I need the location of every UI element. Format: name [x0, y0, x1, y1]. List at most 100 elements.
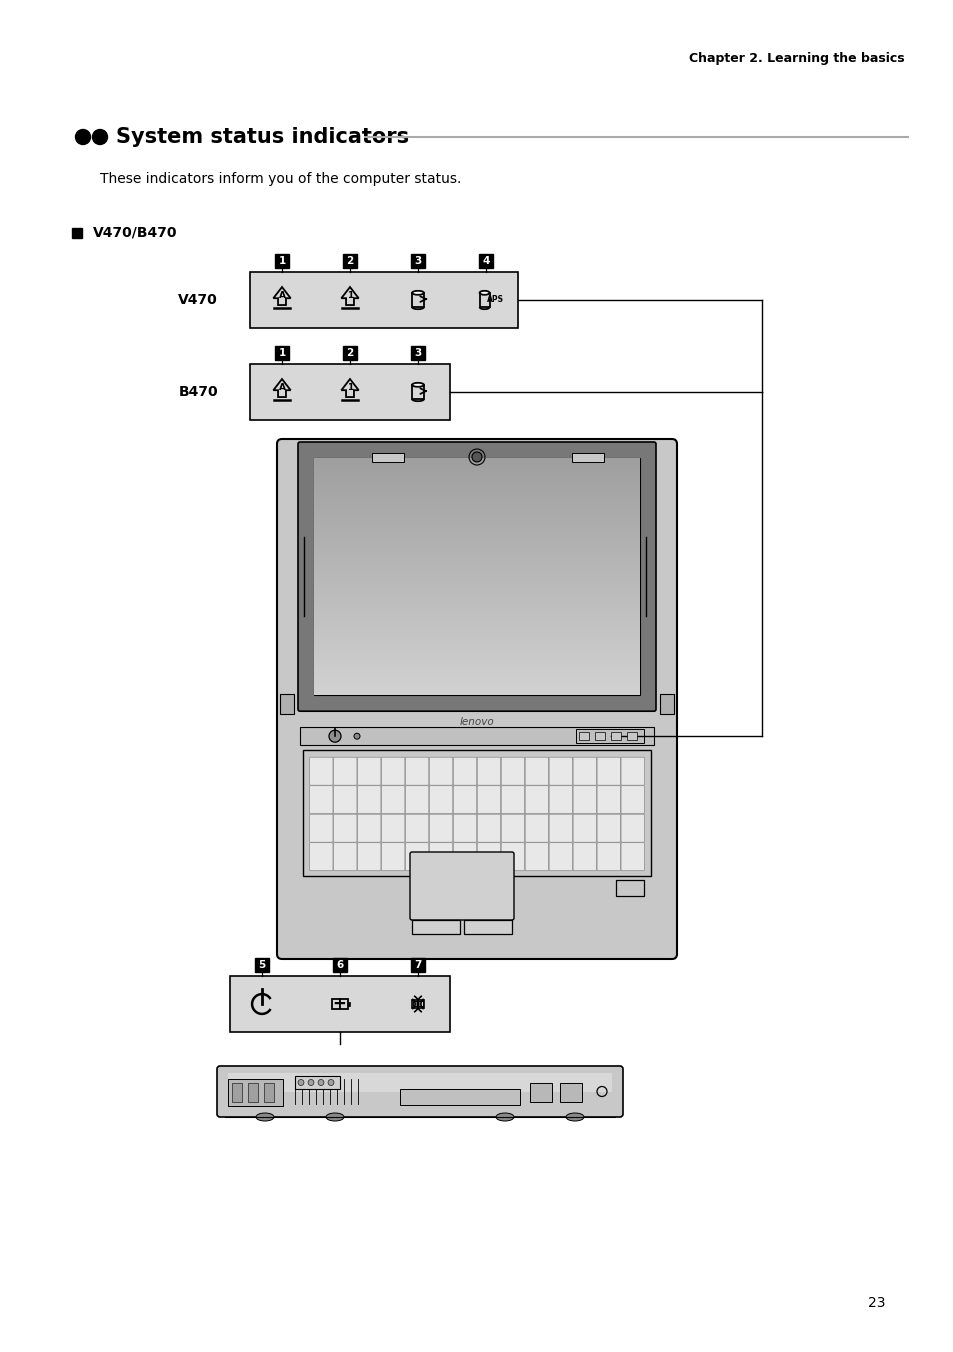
Bar: [314, 529, 639, 530]
FancyBboxPatch shape: [405, 814, 428, 842]
Bar: [314, 483, 639, 484]
Bar: [314, 595, 639, 596]
Bar: [314, 603, 639, 604]
Bar: [228, 1079, 283, 1106]
FancyBboxPatch shape: [429, 814, 453, 842]
Bar: [314, 504, 639, 506]
Bar: [314, 534, 639, 537]
FancyBboxPatch shape: [500, 842, 524, 871]
Bar: [314, 602, 639, 603]
Text: 3: 3: [414, 256, 421, 266]
Bar: [314, 653, 639, 654]
Bar: [314, 668, 639, 669]
Bar: [314, 634, 639, 637]
Bar: [314, 510, 639, 511]
Bar: [314, 512, 639, 514]
Bar: [372, 453, 403, 462]
Bar: [314, 614, 639, 615]
Bar: [314, 473, 639, 475]
Bar: [463, 919, 512, 934]
Bar: [314, 673, 639, 675]
Circle shape: [329, 730, 340, 742]
Bar: [572, 453, 603, 462]
Text: A: A: [278, 383, 285, 392]
Bar: [314, 568, 639, 569]
Bar: [314, 544, 639, 545]
Bar: [314, 576, 639, 577]
FancyBboxPatch shape: [597, 814, 619, 842]
Bar: [314, 546, 639, 548]
Bar: [314, 542, 639, 545]
Text: V470: V470: [178, 293, 218, 307]
Text: 23: 23: [867, 1297, 884, 1310]
Text: V470/B470: V470/B470: [92, 224, 177, 239]
Bar: [314, 469, 639, 470]
Bar: [314, 587, 639, 588]
FancyBboxPatch shape: [357, 842, 380, 871]
Bar: [314, 584, 639, 587]
Bar: [314, 584, 639, 585]
Bar: [314, 679, 639, 680]
Bar: [314, 515, 639, 516]
Bar: [314, 635, 639, 637]
Bar: [314, 610, 639, 611]
Bar: [314, 692, 639, 694]
Bar: [314, 639, 639, 641]
FancyBboxPatch shape: [597, 757, 619, 786]
FancyBboxPatch shape: [476, 786, 500, 814]
FancyBboxPatch shape: [573, 757, 596, 786]
FancyBboxPatch shape: [357, 757, 380, 786]
Bar: [314, 519, 639, 521]
Bar: [314, 690, 639, 691]
Bar: [314, 461, 639, 464]
Bar: [314, 495, 639, 496]
FancyBboxPatch shape: [357, 814, 380, 842]
Bar: [314, 683, 639, 684]
FancyBboxPatch shape: [620, 842, 644, 871]
Bar: [314, 561, 639, 562]
FancyBboxPatch shape: [297, 442, 656, 711]
Bar: [314, 661, 639, 664]
Bar: [314, 688, 639, 690]
Bar: [314, 650, 639, 652]
FancyBboxPatch shape: [453, 842, 476, 871]
Bar: [314, 581, 639, 583]
Bar: [314, 657, 639, 660]
Bar: [314, 604, 639, 606]
Bar: [314, 667, 639, 668]
Text: A: A: [278, 291, 285, 300]
Bar: [314, 596, 639, 598]
FancyBboxPatch shape: [309, 757, 333, 786]
FancyBboxPatch shape: [410, 852, 514, 919]
Bar: [314, 507, 639, 508]
Bar: [314, 564, 639, 565]
FancyBboxPatch shape: [381, 757, 404, 786]
Bar: [314, 558, 639, 560]
Bar: [559, 1083, 581, 1102]
FancyBboxPatch shape: [620, 786, 644, 814]
FancyBboxPatch shape: [276, 439, 677, 959]
Bar: [314, 657, 639, 658]
Bar: [314, 644, 639, 645]
FancyBboxPatch shape: [573, 842, 596, 871]
Bar: [314, 685, 639, 687]
Bar: [314, 638, 639, 639]
Bar: [314, 470, 639, 472]
Bar: [314, 550, 639, 552]
Bar: [314, 621, 639, 622]
Bar: [314, 627, 639, 629]
Bar: [314, 594, 639, 595]
Bar: [314, 548, 639, 549]
Text: 6: 6: [336, 960, 343, 969]
Bar: [314, 645, 639, 646]
Bar: [314, 485, 639, 487]
Bar: [314, 527, 639, 529]
Bar: [314, 556, 639, 557]
FancyBboxPatch shape: [476, 757, 500, 786]
FancyBboxPatch shape: [309, 814, 333, 842]
Bar: [254, 959, 269, 972]
Bar: [314, 669, 639, 671]
Bar: [314, 546, 639, 548]
Bar: [314, 675, 639, 676]
Bar: [314, 684, 639, 685]
